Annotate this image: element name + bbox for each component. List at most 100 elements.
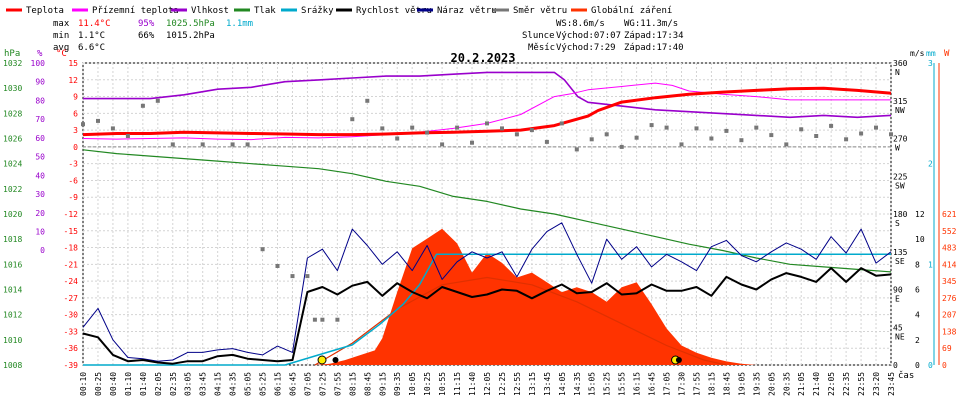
w-tick-label: 69 [942, 344, 952, 353]
wind-direction-point [260, 247, 265, 252]
x-tick-label: 06:45 [288, 372, 297, 396]
wind-direction-point [275, 264, 280, 268]
temp-unit: °C [56, 49, 67, 59]
ws-value: WS:8.6m/s [556, 19, 605, 29]
dir-tick-label: 225 [893, 172, 908, 181]
dir-tick-label: 360 [893, 59, 908, 68]
wind-direction-point [455, 125, 460, 130]
wind-direction-point [155, 98, 160, 103]
x-tick-label: 04:15 [214, 372, 223, 396]
temp-tick-label: 3 [73, 126, 78, 135]
x-tick-label: 08:15 [348, 372, 357, 396]
wind-direction-point [245, 142, 250, 147]
sunrise-marker [317, 355, 327, 365]
wind-direction-point [470, 140, 474, 145]
stat-min-label: min [53, 31, 69, 41]
wind-direction-point [110, 126, 115, 131]
stat-max-press: 1025.5hPa [166, 19, 215, 29]
legend: Teplota Přízemní teplota Vlhkost Tlak Srážky… [6, 6, 672, 16]
x-tick-label: 15:05 [588, 372, 597, 396]
wind-direction-point [140, 103, 145, 108]
x-tick-label: 00:40 [109, 372, 118, 396]
x-tick-label: 17:30 [678, 372, 687, 396]
temp-tick-label: -24 [64, 277, 79, 286]
x-tick-label: 03:05 [184, 372, 193, 396]
pct-tick-label: 40 [35, 171, 45, 180]
series-global-radiation [83, 228, 891, 365]
x-tick-label: 12:55 [513, 372, 522, 396]
stat-max-temp: 11.4°C [78, 19, 111, 29]
temp-tick-label: -39 [64, 361, 79, 370]
dir-tick-label: 270 [893, 135, 908, 144]
w-tick-label: 414 [942, 260, 957, 269]
dir-tick-label: 90 [893, 286, 903, 295]
stat-max-rain: 1.1mm [226, 19, 253, 29]
x-tick-label: 05:05 [244, 372, 253, 396]
wind-direction-point [170, 142, 175, 147]
dir-tick-label: 180 [893, 210, 908, 219]
moon-label: Měsíc [528, 43, 555, 53]
wind-direction-point [874, 125, 878, 130]
pct-tick-label: 30 [35, 190, 45, 199]
ms-tick-label: 12 [915, 210, 925, 219]
mm-unit: mm [926, 49, 936, 58]
x-tick-label: 21:40 [812, 372, 821, 396]
wind-direction-point [81, 122, 85, 127]
temp-tick-label: -15 [64, 227, 79, 236]
temp-tick-label: 0 [73, 143, 78, 152]
x-tick-label: 07:25 [318, 372, 327, 396]
x-tick-label: 13:45 [543, 372, 552, 396]
wind-direction-point [500, 126, 504, 131]
wind-direction-point [724, 128, 729, 133]
pct-tick-label: 0 [40, 246, 45, 255]
dir-tick-compass: W [895, 144, 900, 153]
hpa-tick-label: 1024 [3, 160, 22, 169]
wind-direction-point [589, 137, 594, 142]
x-tick-label: 13:15 [528, 372, 537, 396]
legend-label: Globální záření [591, 6, 672, 16]
wind-direction-point [365, 98, 370, 103]
hpa-tick-label: 1026 [3, 135, 22, 144]
x-tick-label: 00:10 [79, 372, 88, 396]
temp-tick-label: 15 [68, 59, 78, 68]
x-tick-label: 10:25 [423, 372, 432, 396]
stats-panel: max 11.4°C 95% 1025.5hPa 1.1mm min 1.1°C… [53, 19, 253, 53]
x-tick-label: 23:20 [872, 372, 881, 396]
wind-direction-point [544, 139, 549, 144]
ms-tick-label: 8 [915, 260, 920, 269]
sun-rise: Východ:07:07 [556, 31, 621, 41]
pct-tick-label: 100 [31, 59, 46, 68]
wind-direction-point [604, 132, 609, 137]
dir-tick-compass: S [895, 219, 900, 228]
stat-min-hum: 66% [138, 31, 155, 41]
sun-set: Západ:17:34 [624, 31, 684, 41]
x-tick-label: 06:15 [274, 372, 283, 396]
hpa-tick-label: 1016 [3, 260, 22, 269]
temp-tick-label: -27 [64, 294, 79, 303]
x-tick-label: 14:35 [573, 372, 582, 396]
wind-direction-point [350, 117, 355, 122]
wind-direction-point [96, 118, 100, 123]
temp-tick-label: -33 [64, 327, 79, 336]
hpa-tick-label: 1010 [3, 336, 22, 345]
wind-direction-point [230, 142, 235, 147]
x-tick-label: 20:35 [782, 372, 791, 396]
x-tick-label: 19:35 [752, 372, 761, 396]
series-wind-gust [82, 222, 892, 362]
series-rain [83, 253, 891, 366]
pct-tick-label: 60 [35, 134, 45, 143]
axes: 00:10 00:25 00:40 01:10 01:40 02:05 02:35 03:05… [3, 49, 957, 396]
x-tick-label: 17:55 [692, 372, 701, 396]
x-tick-label: 11:40 [468, 372, 477, 396]
dir-tick-compass: NE [895, 332, 905, 341]
wind-direction-point [380, 126, 385, 131]
chart-title: 20.2.2023 [450, 51, 515, 65]
x-tick-label: 23:45 [887, 372, 896, 396]
moonset-marker [675, 357, 682, 363]
w-tick-label: 0 [942, 361, 947, 370]
temp-tick-label: -12 [64, 210, 79, 219]
x-tick-label: 22:55 [857, 372, 866, 396]
series-temperature [82, 86, 892, 137]
x-tick-label: 20:05 [767, 372, 776, 396]
pct-tick-label: 20 [35, 209, 45, 218]
